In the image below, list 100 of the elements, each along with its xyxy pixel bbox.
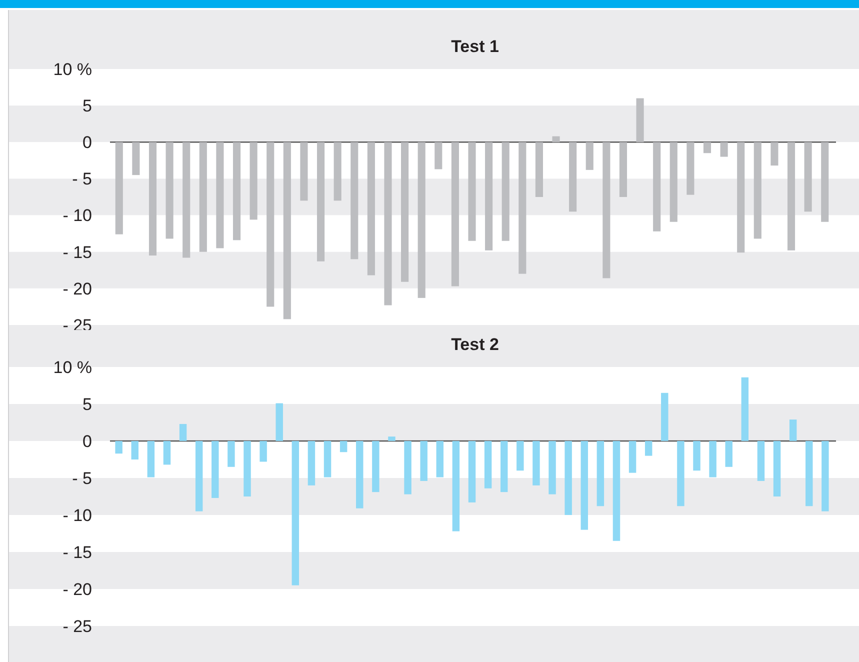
bar bbox=[709, 441, 716, 478]
bar bbox=[602, 142, 610, 278]
bar bbox=[451, 142, 459, 286]
bar bbox=[166, 142, 174, 239]
bar bbox=[516, 441, 524, 471]
bar bbox=[670, 142, 678, 222]
bar bbox=[754, 142, 762, 239]
bar bbox=[502, 142, 510, 241]
bar bbox=[356, 441, 364, 508]
bar bbox=[334, 142, 342, 201]
y-tick-label: - 25 bbox=[62, 616, 92, 636]
bar bbox=[452, 441, 460, 532]
bar bbox=[418, 142, 426, 298]
bar bbox=[535, 142, 543, 197]
bar bbox=[195, 441, 203, 512]
bar bbox=[821, 142, 829, 222]
bar bbox=[148, 142, 157, 256]
bar bbox=[564, 441, 572, 515]
bar bbox=[773, 441, 781, 496]
chart-title: Test 1 bbox=[451, 37, 499, 56]
bar bbox=[804, 142, 812, 212]
bar bbox=[770, 142, 778, 166]
bar bbox=[789, 420, 797, 441]
bar bbox=[300, 142, 308, 201]
bar bbox=[644, 441, 652, 456]
bar bbox=[404, 441, 412, 494]
y-tick-label: - 5 bbox=[72, 468, 92, 488]
bar bbox=[725, 441, 732, 467]
bar bbox=[628, 441, 636, 473]
bar bbox=[552, 136, 560, 142]
bar bbox=[401, 142, 409, 282]
bar bbox=[232, 142, 241, 240]
bar bbox=[250, 142, 258, 220]
bar bbox=[677, 441, 684, 506]
bar bbox=[283, 142, 291, 320]
bar bbox=[757, 441, 765, 481]
bar bbox=[693, 441, 700, 471]
bar bbox=[580, 441, 588, 530]
bar bbox=[308, 441, 316, 486]
bar bbox=[787, 142, 796, 250]
bar bbox=[822, 441, 829, 512]
bar bbox=[500, 441, 508, 492]
bar bbox=[276, 403, 283, 441]
bar bbox=[484, 441, 492, 488]
bar bbox=[216, 142, 224, 248]
bar bbox=[384, 142, 392, 306]
bar bbox=[179, 424, 187, 441]
chart-title: Test 2 bbox=[451, 335, 499, 354]
bar bbox=[586, 142, 594, 170]
bar bbox=[199, 142, 207, 252]
bar bbox=[636, 98, 644, 142]
bar bbox=[260, 441, 267, 462]
bar bbox=[420, 441, 428, 481]
bar bbox=[532, 441, 540, 486]
bar bbox=[485, 142, 493, 250]
bar bbox=[367, 142, 375, 276]
bar bbox=[548, 441, 556, 494]
y-tick-label: 5 bbox=[82, 96, 92, 116]
bar bbox=[569, 142, 577, 212]
bar bbox=[518, 142, 526, 274]
y-tick-label: 5 bbox=[82, 394, 92, 414]
bar bbox=[132, 142, 140, 176]
bar bbox=[434, 142, 442, 170]
bar bbox=[741, 377, 749, 441]
y-tick-label: - 10 bbox=[62, 206, 92, 226]
y-tick-label: - 5 bbox=[72, 170, 92, 189]
bar bbox=[653, 142, 661, 232]
bar bbox=[619, 142, 628, 197]
bar bbox=[324, 441, 332, 478]
bar bbox=[163, 441, 171, 465]
y-tick-label: - 15 bbox=[62, 542, 92, 562]
bar bbox=[686, 142, 694, 195]
bar bbox=[266, 142, 274, 307]
bar bbox=[131, 441, 138, 460]
bar bbox=[244, 441, 251, 496]
bar bbox=[468, 441, 476, 502]
bar bbox=[596, 441, 604, 506]
bar bbox=[182, 142, 190, 258]
bar bbox=[115, 142, 123, 234]
y-tick-label: 10 % bbox=[53, 60, 92, 79]
y-tick-label: - 20 bbox=[62, 279, 92, 298]
bar bbox=[115, 441, 122, 454]
y-tick-label: - 10 bbox=[62, 506, 92, 525]
bar bbox=[340, 441, 348, 452]
bar bbox=[212, 441, 219, 498]
bar bbox=[661, 392, 668, 441]
bar bbox=[228, 441, 235, 467]
bar bbox=[350, 142, 358, 260]
y-tick-label: - 15 bbox=[62, 242, 92, 262]
bar bbox=[388, 436, 396, 441]
bar bbox=[292, 441, 300, 586]
y-tick-label: 0 bbox=[82, 133, 92, 152]
bar bbox=[436, 441, 444, 478]
bar bbox=[806, 441, 813, 506]
y-tick-label: - 20 bbox=[62, 580, 92, 599]
bar bbox=[468, 142, 476, 241]
bar bbox=[316, 142, 325, 262]
y-tick-label: 10 % bbox=[53, 358, 92, 377]
bar bbox=[703, 142, 712, 154]
bar bbox=[372, 441, 380, 492]
